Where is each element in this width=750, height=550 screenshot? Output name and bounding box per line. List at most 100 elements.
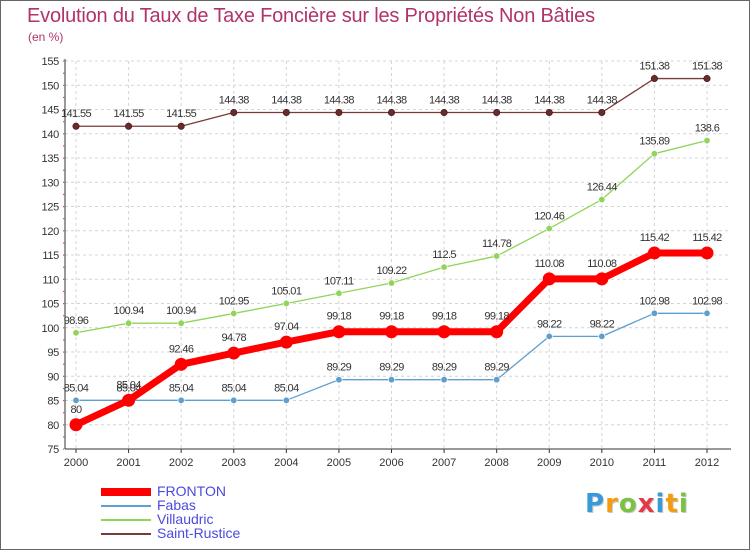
x-tick-label: 2005 [327,457,351,469]
chart-title: Evolution du Taux de Taxe Foncière sur l… [27,5,595,27]
logo-letter: r [605,489,619,519]
data-label: 102.95 [219,295,250,307]
logo-letter: x [637,489,656,519]
data-point [650,75,658,83]
data-point [437,325,451,339]
data-label: 110.08 [587,258,617,270]
data-label: 89.29 [379,362,404,374]
y-axis-dot [63,121,65,123]
data-label: 126.44 [587,182,618,194]
y-axis-dot [63,84,65,86]
data-point [335,109,343,117]
data-label: 80 [70,404,82,416]
data-point [72,396,80,404]
data-label: 99.18 [379,311,404,323]
chart-subtitle: (en %) [28,30,64,44]
y-tick-label: 125 [42,202,60,214]
y-axis-dot [63,206,65,208]
data-label: 151.38 [692,61,723,73]
data-point [282,299,290,307]
y-tick-label: 145 [42,105,60,117]
legend-item-fronton: FRONTON [101,483,361,499]
y-axis-dot [63,448,65,450]
y-tick-label: 120 [42,226,60,238]
data-label: 89.29 [484,362,509,374]
data-point [282,396,290,404]
y-axis-dot [63,303,65,305]
data-label: 85.04 [116,379,141,391]
data-point [227,346,241,360]
y-tick-label: 130 [42,177,60,189]
data-label: 85.04 [221,382,246,394]
y-axis-dot [63,218,65,220]
legend-item-saint-rustice: Saint-Rustice [101,525,361,541]
data-point [69,418,83,432]
data-point [177,396,185,404]
data-label: 97.04 [274,321,299,333]
data-label: 112.5 [432,249,456,261]
y-axis-dot [63,436,65,438]
data-label: 99.18 [327,311,352,323]
data-label: 85.04 [116,382,141,394]
data-point [598,109,606,117]
y-axis-dot [63,315,65,317]
y-axis-dot [63,424,65,426]
data-point [542,272,556,286]
logo-letter: i [655,489,666,519]
y-tick-label: 75 [47,444,59,456]
y-axis-dot [63,230,65,232]
data-point [545,332,553,340]
data-label: 100.94 [166,305,197,317]
data-label: 109.22 [376,265,407,277]
data-label: 98.96 [64,315,89,327]
x-tick-label: 2008 [484,457,508,469]
data-point [335,289,343,297]
data-label: 98.22 [590,318,615,330]
data-label: 94.78 [221,332,246,344]
x-tick-label: 2012 [695,457,719,469]
data-label: 85.04 [64,382,89,394]
y-axis-dot [63,254,65,256]
data-label: 144.38 [271,95,302,107]
legend-label: Fabas [157,497,196,513]
legend-swatch [101,519,151,521]
data-point [387,109,395,117]
data-point [279,335,293,349]
data-label: 120.46 [534,211,565,223]
x-tick-label: 2007 [432,457,456,469]
data-label: 107.11 [324,275,354,287]
y-axis-dot [63,193,65,196]
data-label: 99.18 [484,311,509,323]
data-label: 92.46 [169,343,194,355]
data-point [703,137,711,145]
data-point [493,252,501,260]
data-point [125,122,133,130]
y-axis-dot [63,278,65,280]
data-point [230,309,238,317]
legend-swatch [101,533,151,535]
data-label: 114.78 [482,238,512,250]
legend-label: Villaudric [157,511,214,527]
data-label: 141.55 [61,108,92,120]
y-tick-label: 115 [42,250,59,262]
data-label: 105.01 [271,285,302,297]
y-axis-dot [63,96,65,99]
x-tick-label: 2000 [64,457,88,469]
data-label: 141.55 [166,108,197,120]
data-point [545,225,553,233]
y-axis-dot [63,169,65,171]
data-label: 89.29 [327,362,352,374]
data-label: 151.38 [639,61,670,73]
y-axis-dot [63,133,65,135]
legend-swatch [101,505,151,507]
data-point [703,75,711,83]
y-axis-dot [63,72,65,74]
x-tick-label: 2002 [169,457,193,469]
data-point [387,279,395,287]
data-label: 115.42 [692,232,722,244]
data-label: 138.6 [695,123,720,135]
y-axis-dot [63,412,65,414]
y-tick-label: 140 [42,129,60,141]
data-point [440,376,448,384]
